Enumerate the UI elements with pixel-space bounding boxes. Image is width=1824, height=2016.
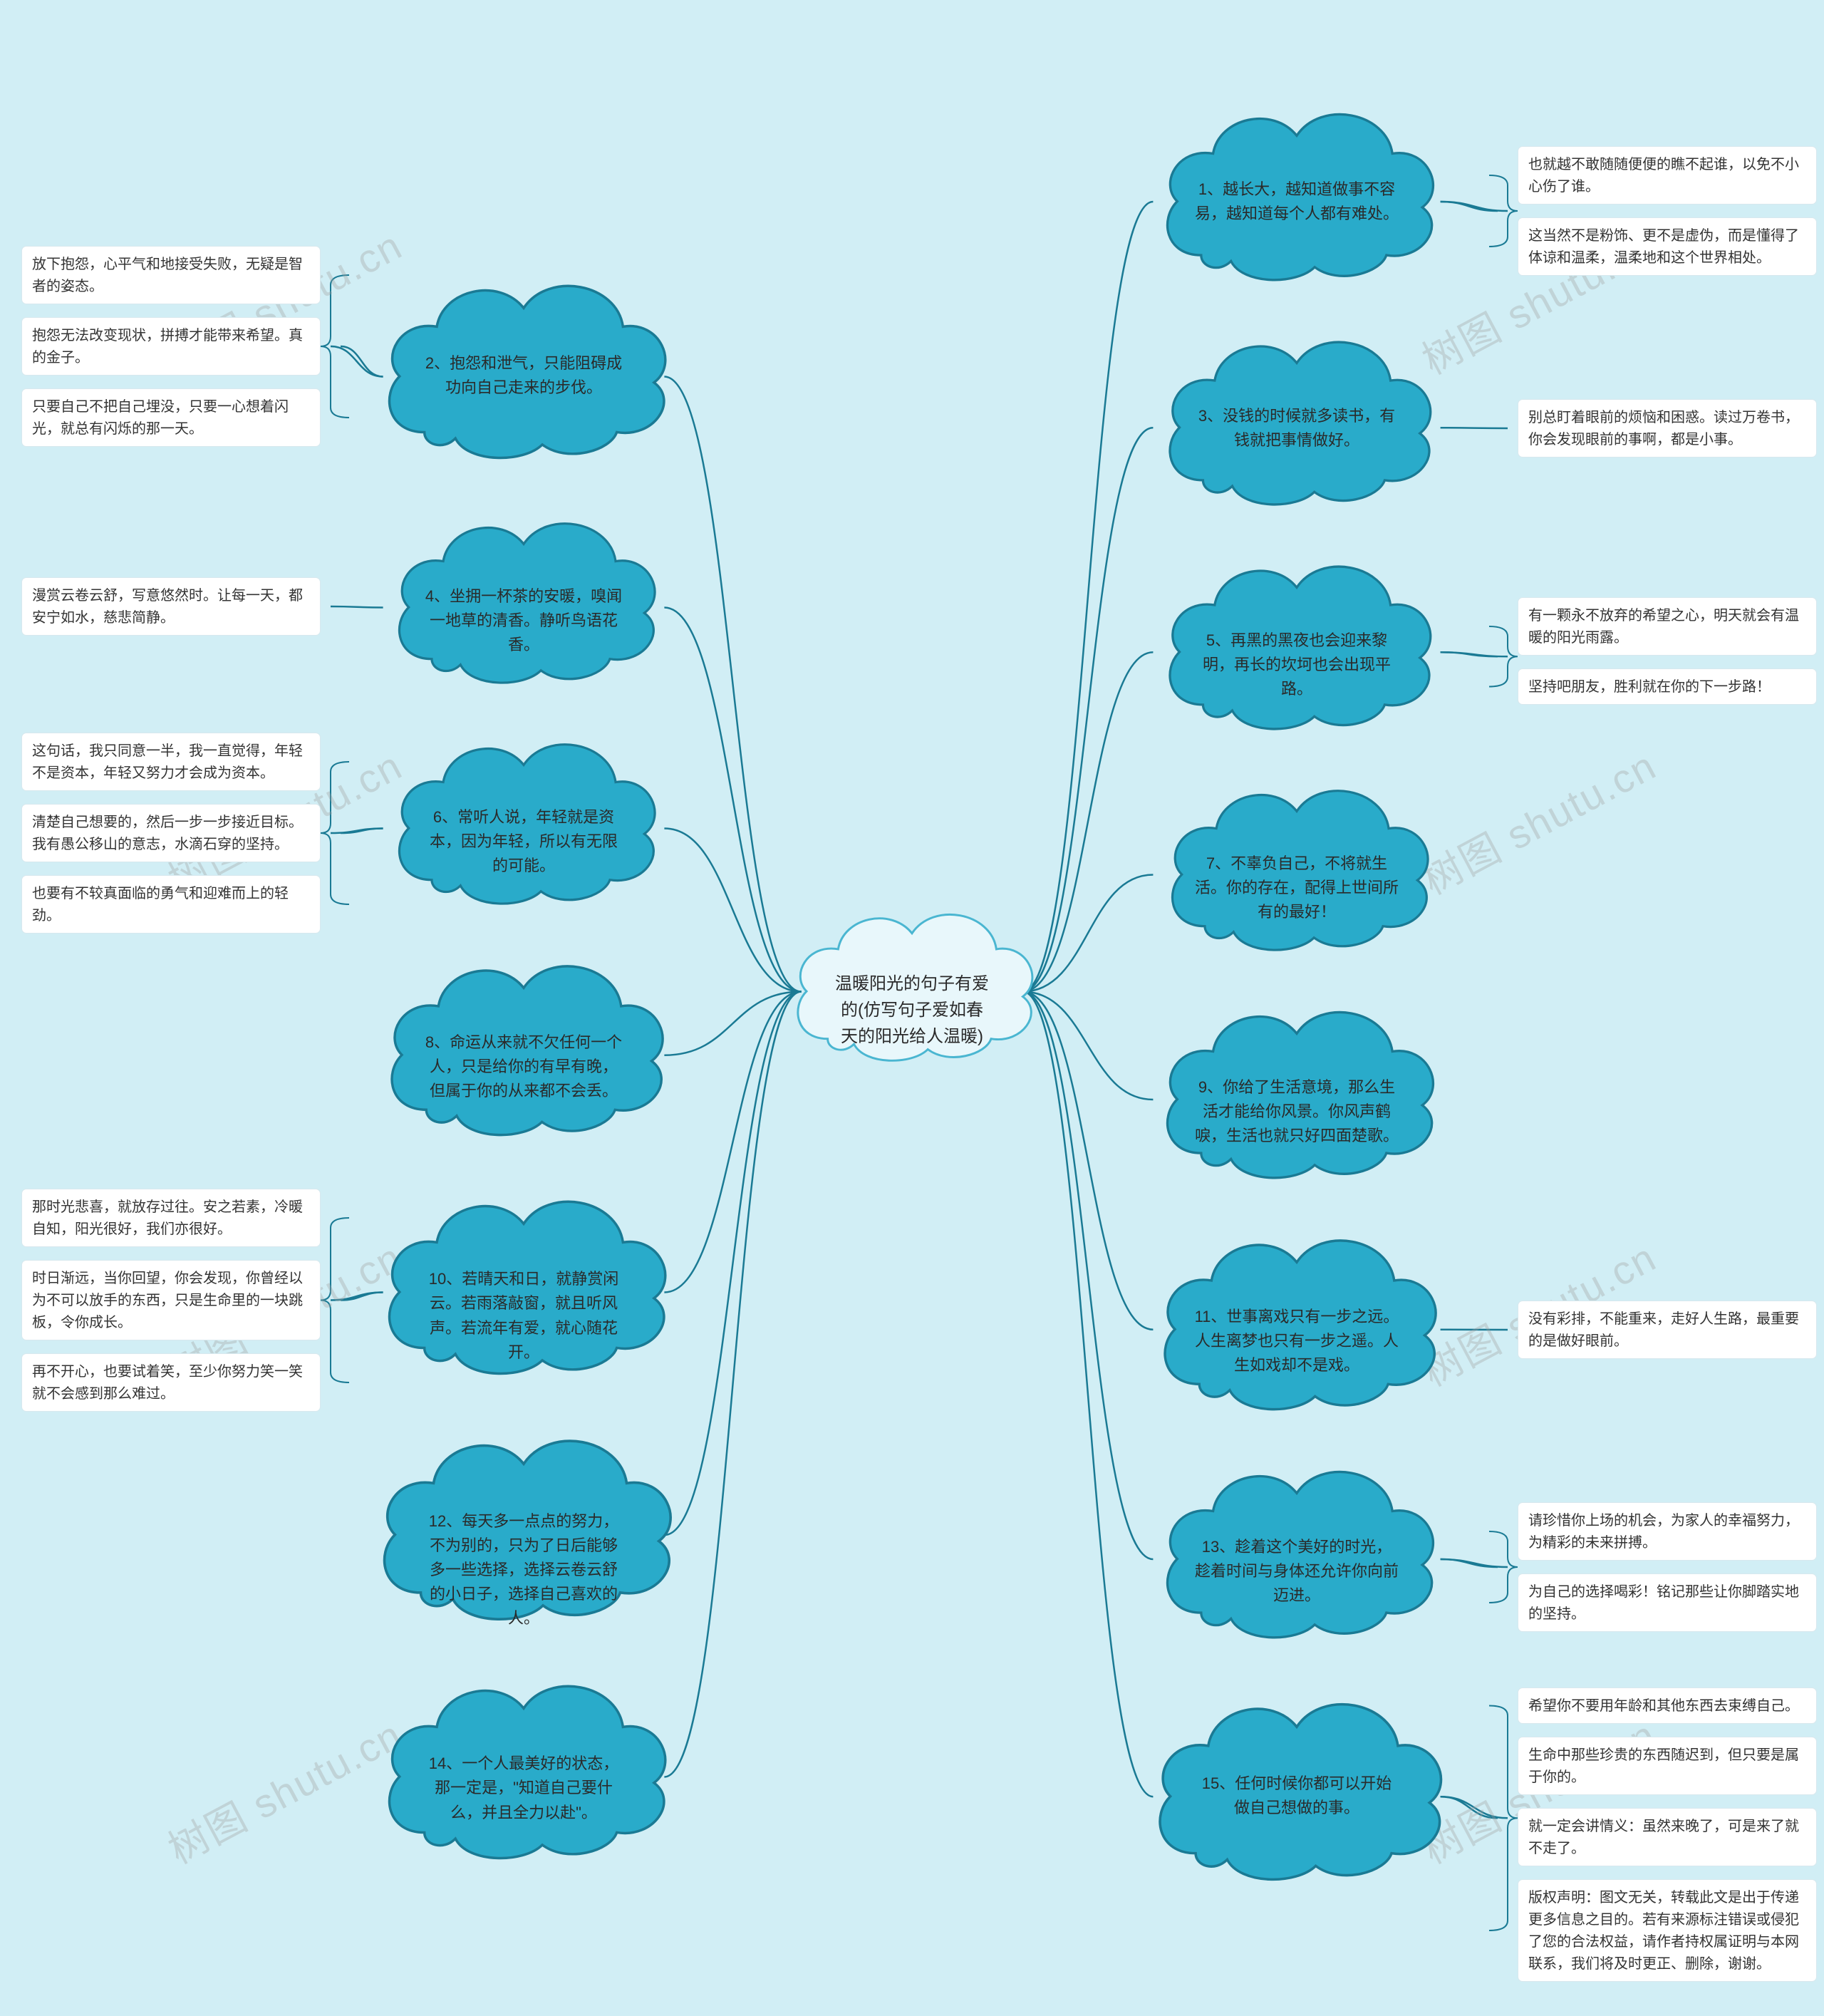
node-10-leaf-2[interactable]: 再不开心，也要试着笑，至少你努力笑一笑就不会感到那么难过。 (21, 1353, 321, 1412)
node-4[interactable]: 4、坐拥一杯茶的安暖，嗅闻一地草的清香。静听鸟语花香。 (356, 510, 691, 688)
center-node[interactable]: 温暖阳光的句子有爱的(仿写句子爱如春天的阳光给人温暖) (780, 901, 1044, 1065)
node-6-label: 6、常听人说，年轻就是资本，因为年轻，所以有无限的可能。 (423, 805, 624, 891)
node-5-label: 5、再黑的黑夜也会迎来黎明，再长的坎坷也会出现平路。 (1194, 629, 1399, 715)
node-3-label: 3、没钱的时候就多读书，有钱就把事情做好。 (1194, 404, 1399, 491)
node-6-leaf-1[interactable]: 清楚自己想要的，然后一步一步接近目标。我有愚公移山的意志，水滴石穿的坚持。 (21, 804, 321, 862)
mindmap-canvas: 树图 shutu.cn树图 shutu.cn树图 shutu.cn树图 shut… (0, 0, 1824, 2016)
node-4-leaf-0[interactable]: 漫赏云卷云舒，写意悠然时。让每一天，都安宁如水，慈悲简静。 (21, 577, 321, 636)
node-1-label: 1、越长大，越知道做事不容易，越知道每个人都有难处。 (1194, 177, 1399, 267)
node-15-label: 15、任何时候你都可以开始做自己想做的事。 (1194, 1772, 1399, 1866)
node-14-label: 14、一个人最美好的状态，那一定是，"知道自己要什么，并且全力以赴"。 (423, 1752, 624, 1844)
node-7[interactable]: 7、不辜负自己，不将就生活。你的存在，配得上世间所有的最好！ (1126, 777, 1468, 955)
node-15-leaf-1[interactable]: 生命中那些珍贵的东西随迟到，但只要是属于你的。 (1518, 1737, 1817, 1795)
node-10[interactable]: 10、若晴天和日，就静赏闲云。若雨落敲窗，就且听风声。若流年有爱，就心随花开。 (356, 1187, 691, 1379)
node-2[interactable]: 2、抱怨和泄气，只能阻碍成功向自己走来的步伐。 (356, 271, 691, 463)
node-9-label: 9、你给了生活意境，那么生活才能给你风景。你风声鹤唳，生活也就只好四面楚歌。 (1194, 1075, 1399, 1164)
node-2-leaf-0[interactable]: 放下抱怨，心平气和地接受失败，无疑是智者的姿态。 (21, 246, 321, 304)
node-15-leaf-3[interactable]: 版权声明：图文无关，转载此文是出于传递更多信息之目的。若有来源标注错误或侵犯了您… (1518, 1879, 1817, 1982)
node-10-label: 10、若晴天和日，就静赏闲云。若雨落敲窗，就且听风声。若流年有爱，就心随花开。 (423, 1267, 624, 1360)
node-11-leaf-0[interactable]: 没有彩排，不能重来，走好人生路，最重要的是做好眼前。 (1518, 1301, 1817, 1359)
node-1-leaf-1[interactable]: 这当然不是粉饰、更不是虚伪，而是懂得了体谅和温柔，温柔地和这个世界相处。 (1518, 217, 1817, 276)
node-6-leaf-0[interactable]: 这句话，我只同意一半，我一直觉得，年轻不是资本，年轻又努力才会成为资本。 (21, 733, 321, 791)
node-5-leaf-0[interactable]: 有一颗永不放弃的希望之心，明天就会有温暖的阳光雨露。 (1518, 597, 1817, 656)
node-12[interactable]: 12、每天多一点点的努力，不为别的，只为了日后能够多一些选择，选择云卷云舒的小日… (356, 1425, 691, 1625)
node-6-leaf-2[interactable]: 也要有不较真面临的勇气和迎难而上的轻劲。 (21, 875, 321, 934)
node-10-leaf-0[interactable]: 那时光悲喜，就放存过往。安之若素，冷暖自知，阳光很好，我们亦很好。 (21, 1189, 321, 1247)
node-1-leaf-0[interactable]: 也就越不敢随随便便的瞧不起谁，以免不小心伤了谁。 (1518, 146, 1817, 205)
node-13-label: 13、趁着这个美好的时光，趁着时间与身体还允许你向前迈进。 (1194, 1535, 1399, 1624)
node-5[interactable]: 5、再黑的黑夜也会迎来黎明，再长的坎坷也会出现平路。 (1126, 552, 1468, 734)
node-12-label: 12、每天多一点点的努力，不为别的，只为了日后能够多一些选择，选择云卷云舒的小日… (423, 1509, 624, 1605)
node-1[interactable]: 1、越长大，越知道做事不容易，越知道每个人都有难处。 (1126, 100, 1468, 285)
node-13-leaf-0[interactable]: 请珍惜你上场的机会，为家人的幸福努力，为精彩的未来拼搏。 (1518, 1502, 1817, 1561)
node-13[interactable]: 13、趁着这个美好的时光，趁着时间与身体还允许你向前迈进。 (1126, 1457, 1468, 1643)
node-15[interactable]: 15、任何时候你都可以开始做自己想做的事。 (1126, 1689, 1468, 1885)
node-6[interactable]: 6、常听人说，年轻就是资本，因为年轻，所以有无限的可能。 (356, 730, 691, 909)
center-label: 温暖阳光的句子有爱的(仿写句子爱如春天的阳光给人温暖) (833, 971, 991, 1049)
node-15-leaf-2[interactable]: 就一定会讲情义：虽然来晚了，可是来了就不走了。 (1518, 1808, 1817, 1866)
node-2-label: 2、抱怨和泄气，只能阻碍成功向自己走来的步伐。 (423, 351, 624, 444)
node-9[interactable]: 9、你给了生活意境，那么生活才能给你风景。你风声鹤唳，生活也就只好四面楚歌。 (1126, 998, 1468, 1183)
node-4-label: 4、坐拥一杯茶的安暖，嗅闻一地草的清香。静听鸟语花香。 (423, 584, 624, 670)
node-2-leaf-2[interactable]: 只要自己不把自己埋没，只要一心想着闪光，就总有闪烁的那一天。 (21, 388, 321, 447)
node-14[interactable]: 14、一个人最美好的状态，那一定是，"知道自己要什么，并且全力以赴"。 (356, 1671, 691, 1863)
node-3-leaf-0[interactable]: 别总盯着眼前的烦恼和困惑。读过万卷书，你会发现眼前的事啊，都是小事。 (1518, 399, 1817, 458)
node-11-label: 11、世事离戏只有一步之远。人生离梦也只有一步之遥。人生如戏却不是戏。 (1194, 1305, 1399, 1395)
node-10-leaf-1[interactable]: 时日渐远，当你回望，你会发现，你曾经以为不可以放手的东西，只是生命里的一块跳板，… (21, 1260, 321, 1340)
node-5-leaf-1[interactable]: 坚持吧朋友，胜利就在你的下一步路！ (1518, 668, 1817, 705)
node-13-leaf-1[interactable]: 为自己的选择喝彩！铭记那些让你脚踏实地的坚持。 (1518, 1573, 1817, 1632)
node-15-leaf-0[interactable]: 希望你不要用年龄和其他东西去束缚自己。 (1518, 1687, 1817, 1724)
node-8[interactable]: 8、命运从来就不欠任何一个人，只是给你的有早有晚，但属于你的从来都不会丢。 (356, 951, 691, 1140)
node-7-label: 7、不辜负自己，不将就生活。你的存在，配得上世间所有的最好！ (1194, 852, 1399, 937)
node-11[interactable]: 11、世事离戏只有一步之远。人生离梦也只有一步之遥。人生如戏却不是戏。 (1126, 1226, 1468, 1415)
node-8-label: 8、命运从来就不欠任何一个人，只是给你的有早有晚，但属于你的从来都不会丢。 (423, 1030, 624, 1121)
node-3[interactable]: 3、没钱的时候就多读书，有钱就把事情做好。 (1126, 328, 1468, 510)
node-2-leaf-1[interactable]: 抱怨无法改变现状，拼搏才能带来希望。真的金子。 (21, 317, 321, 376)
